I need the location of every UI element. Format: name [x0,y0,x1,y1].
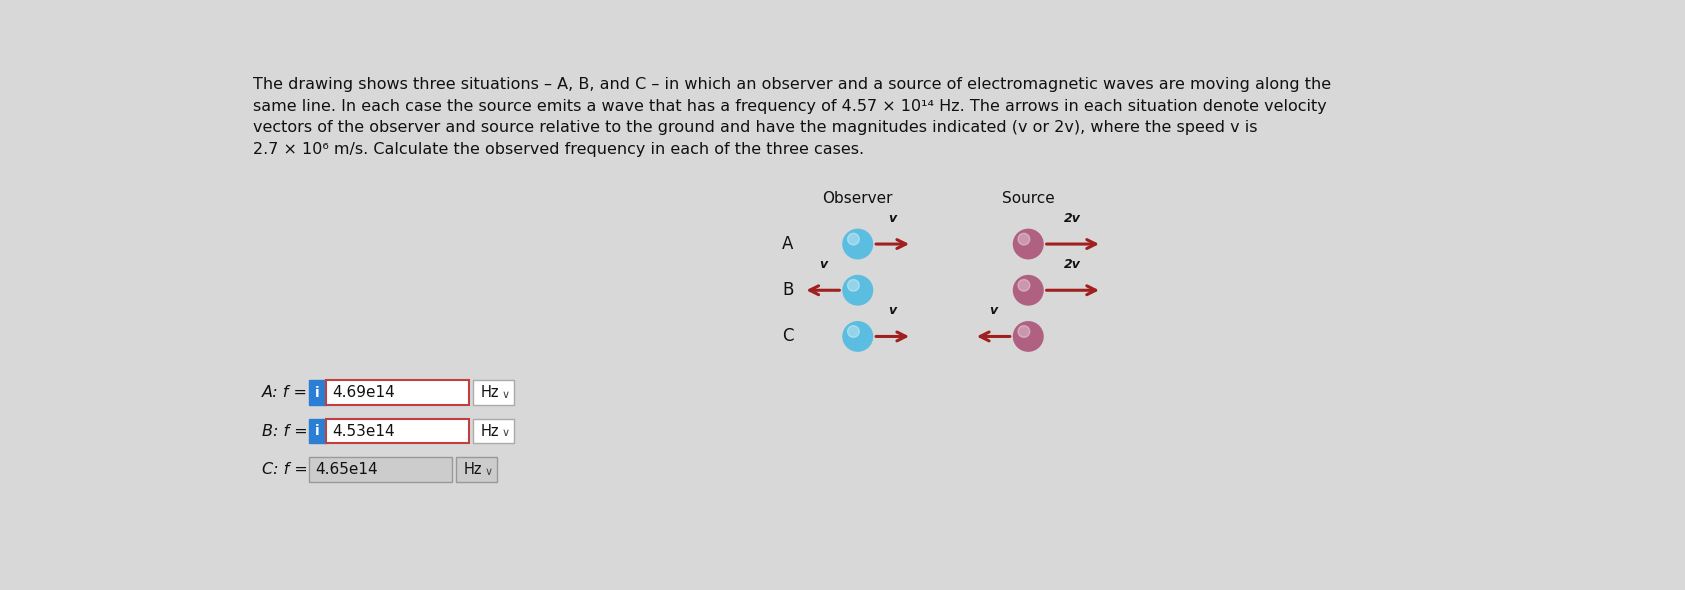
Circle shape [848,233,859,245]
Circle shape [1013,275,1043,306]
Text: ∨: ∨ [502,428,509,438]
Text: Observer: Observer [822,191,893,205]
Circle shape [1013,229,1043,260]
Text: ∨: ∨ [485,467,492,477]
FancyBboxPatch shape [473,381,514,405]
FancyBboxPatch shape [327,419,470,444]
Text: v: v [819,258,827,271]
Text: Source: Source [1003,191,1055,205]
FancyBboxPatch shape [308,457,453,482]
FancyBboxPatch shape [457,457,497,482]
FancyBboxPatch shape [473,419,514,444]
Text: v: v [989,304,998,317]
Text: ∨: ∨ [502,390,509,400]
Text: C: C [782,327,794,346]
Text: 4.69e14: 4.69e14 [332,385,394,400]
Circle shape [1013,321,1043,352]
Circle shape [842,229,873,260]
Text: 2v: 2v [1065,258,1082,271]
Text: 4.65e14: 4.65e14 [315,462,377,477]
Text: A: f =: A: f = [261,385,307,400]
FancyBboxPatch shape [308,419,327,444]
Text: i: i [315,424,320,438]
Circle shape [842,321,873,352]
Text: Hz: Hz [480,424,499,438]
FancyBboxPatch shape [308,381,327,405]
Circle shape [1018,233,1030,245]
Circle shape [848,326,859,337]
Text: v: v [888,304,896,317]
Text: The drawing shows three situations – A, B, and C – in which an observer and a so: The drawing shows three situations – A, … [253,77,1331,157]
Text: 2v: 2v [1065,212,1082,225]
Circle shape [842,275,873,306]
Text: Hz: Hz [463,462,482,477]
Text: Hz: Hz [480,385,499,400]
Text: i: i [315,386,320,399]
Circle shape [1018,326,1030,337]
Text: v: v [888,212,896,225]
Text: 4.53e14: 4.53e14 [332,424,394,438]
Circle shape [848,280,859,291]
FancyBboxPatch shape [327,381,470,405]
Text: B: f =: B: f = [261,424,307,438]
Circle shape [1018,280,1030,291]
Text: C: f =: C: f = [261,462,307,477]
Text: B: B [782,281,794,299]
Text: A: A [782,235,794,253]
